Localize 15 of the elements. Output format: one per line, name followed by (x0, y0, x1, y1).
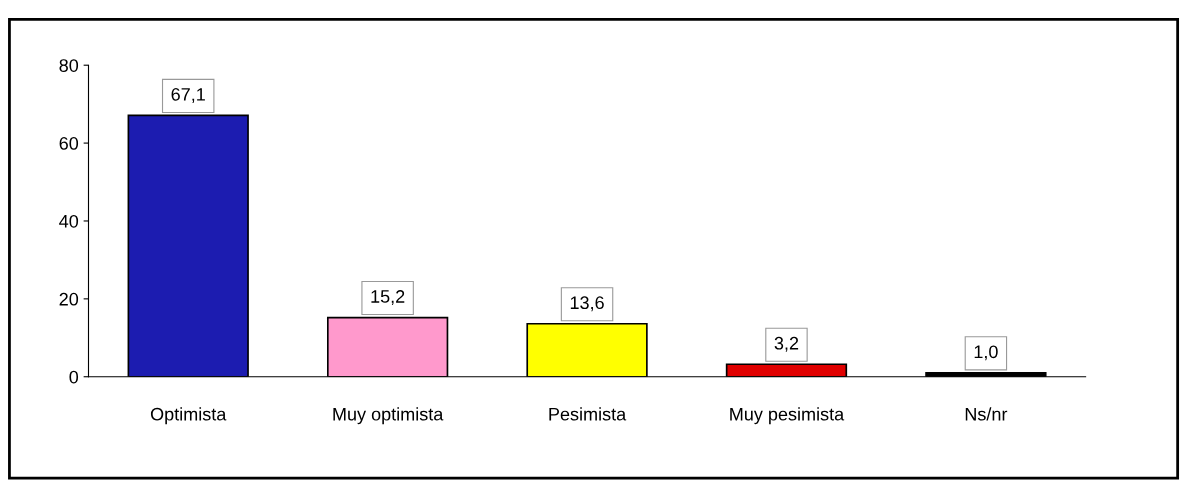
x-tick-label: Muy pesimista (730, 407, 845, 425)
x-tick-label: Pesimista (549, 407, 627, 421)
data-label: 13,6 (570, 296, 604, 312)
x-tick-label: Muy optimista (333, 407, 444, 425)
y-tick-label: 80 (59, 59, 79, 72)
x-tick-label: Optimista (150, 407, 227, 425)
y-tick-label: 20 (59, 292, 79, 306)
y-tick-label: 40 (59, 214, 79, 228)
data-label: 3,2 (774, 336, 799, 352)
y-tick-label: 60 (59, 137, 79, 150)
data-label: 15,2 (371, 290, 405, 305)
x-tick-label: Ns/nr (965, 407, 1008, 421)
data-label: 1,0 (974, 345, 998, 361)
y-tick-label: 0 (69, 370, 79, 384)
data-label: 67,1 (171, 87, 205, 103)
